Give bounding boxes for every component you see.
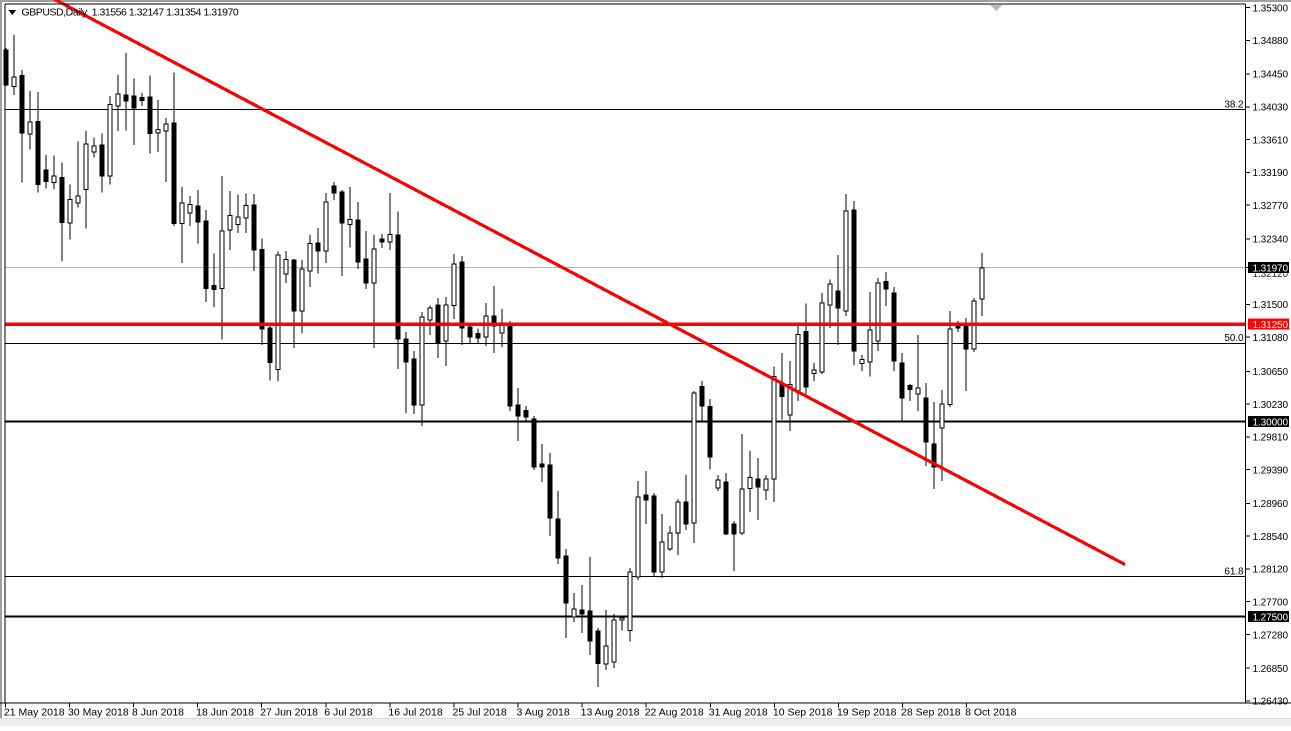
svg-text:1.31250: 1.31250 [1253,320,1289,331]
svg-text:1.27500: 1.27500 [1253,612,1289,623]
svg-text:61.8: 61.8 [1224,567,1244,578]
svg-text:1.35300: 1.35300 [1253,3,1289,14]
svg-text:27 Jun 2018: 27 Jun 2018 [260,707,318,719]
svg-text:1.31970: 1.31970 [1253,264,1289,275]
svg-text:18 Jun 2018: 18 Jun 2018 [196,707,254,719]
svg-text:1.34880: 1.34880 [1253,36,1289,47]
svg-text:1.31500: 1.31500 [1253,300,1289,311]
svg-text:1.34030: 1.34030 [1253,103,1289,114]
svg-text:1.32120: 1.32120 [1253,269,1289,280]
svg-text:31 Aug 2018: 31 Aug 2018 [709,707,768,719]
svg-text:1.33190: 1.33190 [1253,168,1289,179]
svg-text:13 Aug 2018: 13 Aug 2018 [581,707,640,719]
svg-text:1.30650: 1.30650 [1253,367,1289,378]
svg-text:6 Jul 2018: 6 Jul 2018 [324,707,373,719]
svg-text:1.28540: 1.28540 [1253,532,1289,543]
svg-text:1.27700: 1.27700 [1253,598,1289,609]
svg-text:10 Sep 2018: 10 Sep 2018 [773,707,833,719]
svg-text:25 Jul 2018: 25 Jul 2018 [452,707,506,719]
svg-text:1.30230: 1.30230 [1253,400,1289,411]
svg-text:8 Oct 2018: 8 Oct 2018 [965,707,1017,719]
svg-text:1.29810: 1.29810 [1253,433,1289,444]
svg-text:38.2: 38.2 [1224,100,1244,111]
svg-text:1.29390: 1.29390 [1253,466,1289,477]
svg-text:1.34450: 1.34450 [1253,70,1289,81]
svg-text:1.26850: 1.26850 [1253,664,1289,675]
svg-text:1.27280: 1.27280 [1253,630,1289,641]
svg-text:1.30000: 1.30000 [1253,417,1289,428]
svg-text:GBPUSD,Daily 1.31556 1.32147: GBPUSD,Daily 1.31556 1.32147 1.31354 1.3… [22,7,239,19]
svg-text:19 Sep 2018: 19 Sep 2018 [837,707,897,719]
svg-text:21 May 2018: 21 May 2018 [4,707,65,719]
svg-text:1.32770: 1.32770 [1253,201,1289,212]
svg-text:1.28120: 1.28120 [1253,565,1289,576]
svg-text:1.26430: 1.26430 [1253,697,1289,708]
svg-text:3 Aug 2018: 3 Aug 2018 [517,707,570,719]
svg-text:22 Aug 2018: 22 Aug 2018 [645,707,704,719]
svg-text:1.32340: 1.32340 [1253,235,1289,246]
svg-text:8 Jun 2018: 8 Jun 2018 [132,707,184,719]
svg-text:30 May 2018: 30 May 2018 [68,707,129,719]
svg-text:28 Sep 2018: 28 Sep 2018 [901,707,961,719]
svg-text:16 Jul 2018: 16 Jul 2018 [388,707,442,719]
svg-text:1.31080: 1.31080 [1253,333,1289,344]
svg-text:50.0: 50.0 [1224,333,1244,344]
svg-text:1.33610: 1.33610 [1253,135,1289,146]
svg-text:1.28960: 1.28960 [1253,499,1289,510]
